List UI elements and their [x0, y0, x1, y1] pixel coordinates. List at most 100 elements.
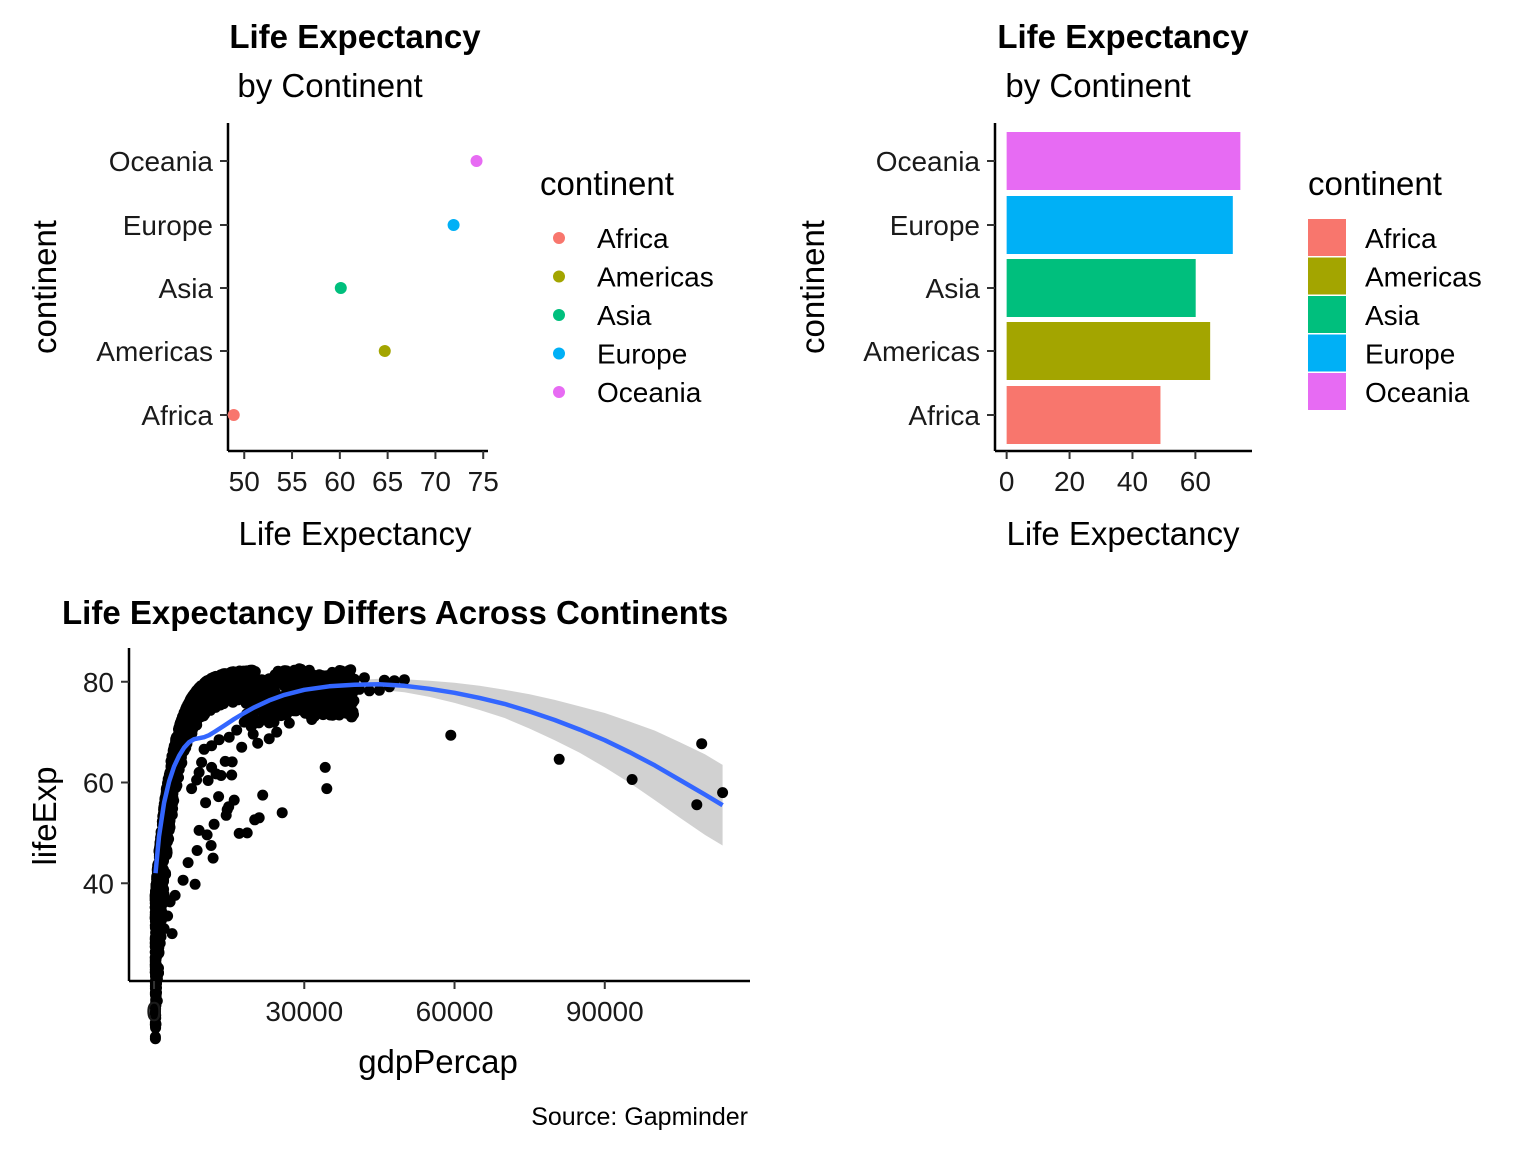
panel-scatter: Life Expectancy Differs Across Continent… [26, 594, 750, 1131]
scatter-point [150, 989, 162, 1001]
bar-chart-x-axis-title: Life Expectancy [1007, 515, 1240, 552]
scatter-x-axis-title: gdpPercap [358, 1043, 518, 1080]
scatter-point [258, 710, 270, 722]
scatter-point [220, 809, 232, 821]
scatter-point [191, 845, 203, 856]
dot-plot-point [378, 345, 391, 357]
scatter-point [159, 892, 171, 904]
bar-chart-bar [1006, 196, 1233, 254]
scatter-y-tick-label: 80 [83, 667, 114, 698]
bar-chart-legend-label: Africa [1365, 223, 1437, 254]
scatter-point [237, 667, 249, 679]
bar-chart-legend-label: Europe [1365, 339, 1455, 370]
scatter-point [308, 689, 320, 701]
scatter-point [189, 878, 201, 890]
dot-plot-points [227, 155, 483, 421]
scatter-point [301, 698, 313, 710]
dot-plot-point [227, 409, 240, 421]
scatter-point [358, 672, 370, 684]
bar-chart-title: Life Expectancy [997, 18, 1249, 55]
scatter-point [241, 691, 253, 703]
bar-chart-x-tick-label: 60 [1180, 466, 1211, 497]
dot-plot-legend-label: Europe [597, 339, 687, 370]
scatter-point [233, 827, 245, 839]
scatter-point [241, 827, 253, 839]
bar-chart-bar [1006, 259, 1196, 317]
scatter-point [230, 693, 242, 705]
dot-plot-legend-title: continent [540, 165, 674, 202]
bar-chart-bars [1006, 132, 1241, 444]
scatter-point [328, 688, 340, 700]
bar-chart-y-axis-title: continent [794, 220, 831, 354]
scatter-point [257, 789, 269, 801]
scatter-point [150, 960, 161, 972]
bar-chart-legend-key [1308, 257, 1346, 295]
scatter-point [191, 719, 203, 731]
scatter-point [313, 705, 324, 717]
scatter-point [331, 698, 343, 710]
dot-plot-y-tick-label: Europe [123, 210, 213, 241]
bar-chart-x-tick-label: 0 [999, 466, 1015, 497]
scatter-point [363, 685, 375, 697]
scatter-point [553, 753, 565, 765]
bar-chart-x-tick-label: 20 [1054, 466, 1085, 497]
bar-chart-subtitle: by Continent [1005, 67, 1190, 104]
scatter-point [276, 807, 288, 819]
scatter-point [193, 824, 205, 836]
dot-plot-legend: continent Africa Americas Asia Europe Oceani… [540, 165, 714, 408]
scatter-point [167, 803, 179, 815]
dot-plot-point [470, 155, 483, 167]
scatter-y-tick-label: 40 [83, 868, 114, 899]
scatter-point [313, 669, 325, 681]
bar-chart-legend: continent Africa Americas Asia Europe Oceani… [1308, 165, 1482, 410]
scatter-point [288, 700, 300, 712]
scatter-point [182, 857, 194, 869]
scatter-point [319, 761, 331, 773]
bar-chart-legend-key [1308, 334, 1346, 372]
scatter-point [343, 666, 355, 678]
bar-chart-legend-label: Americas [1365, 262, 1482, 293]
scatter-point [213, 734, 225, 746]
scatter-axes: 40 60 80 0 30000 60000 90000 [83, 648, 750, 1027]
scatter-x-tick-label: 90000 [566, 996, 644, 1027]
scatter-point [306, 714, 318, 725]
scatter-caption: Source: Gapminder [531, 1103, 748, 1131]
scatter-point [271, 726, 283, 738]
dot-plot-axes: Africa Americas Asia Europe Oceania 50 55 60 65 7… [96, 123, 499, 497]
dot-plot-legend-label: Oceania [597, 377, 702, 408]
dot-plot-legend-key [553, 386, 565, 398]
dot-plot-x-tick-label: 60 [324, 466, 355, 497]
scatter-point [717, 787, 729, 799]
scatter-point [263, 733, 275, 745]
dot-plot-y-axis-title: continent [26, 220, 63, 354]
scatter-x-tick-label: 60000 [416, 996, 494, 1027]
scatter-point [205, 840, 217, 851]
dot-plot-legend-key [553, 347, 565, 360]
dot-plot-legend-key [553, 309, 565, 321]
scatter-point [249, 814, 261, 826]
scatter-point [191, 774, 203, 786]
scatter-title: Life Expectancy Differs Across Continent… [62, 594, 728, 631]
scatter-point [231, 724, 243, 736]
scatter-points [149, 663, 729, 1045]
scatter-point [345, 711, 357, 723]
scatter-point [196, 756, 208, 768]
dot-plot-point [334, 282, 347, 294]
scatter-point [178, 711, 190, 723]
scatter-point [176, 720, 188, 732]
scatter-point [247, 728, 259, 740]
bar-chart-legend-label: Asia [1365, 300, 1420, 331]
scatter-point [207, 852, 219, 864]
smooth-trend-line [153, 682, 724, 874]
scatter-point [201, 829, 213, 841]
bar-chart-bar [1006, 386, 1161, 444]
scatter-point [213, 791, 225, 803]
scatter-point [691, 799, 703, 811]
dot-plot-legend-key [553, 232, 565, 244]
scatter-point [278, 665, 290, 677]
scatter-point [278, 704, 290, 716]
scatter-point [238, 716, 250, 728]
bar-chart-y-tick-label: Americas [863, 336, 980, 367]
scatter-point [248, 712, 260, 724]
